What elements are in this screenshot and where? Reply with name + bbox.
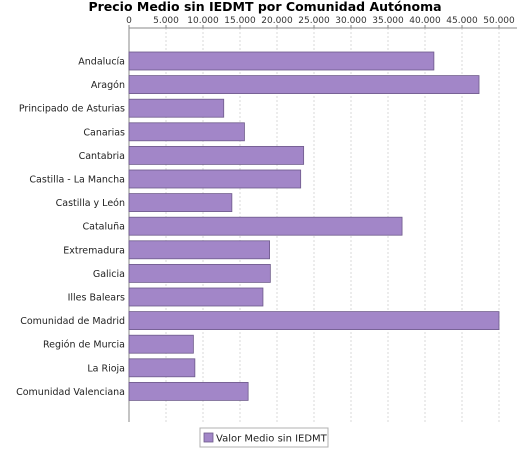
category-label: Castilla y León bbox=[56, 198, 125, 209]
x-tick-label: 25.000 bbox=[298, 16, 330, 26]
x-tick-label: 40.000 bbox=[409, 16, 441, 26]
x-tick-label: 45.000 bbox=[446, 16, 478, 26]
category-label: Illes Balears bbox=[68, 293, 125, 304]
legend: Valor Medio sin IEDMT bbox=[199, 427, 329, 448]
category-label: Andalucía bbox=[78, 57, 125, 68]
x-tick-label: 15.000 bbox=[224, 16, 256, 26]
category-label: Aragón bbox=[91, 80, 125, 91]
bar bbox=[128, 216, 403, 236]
category-labels: Andalucía Aragón Principado de Asturias Can… bbox=[16, 57, 125, 398]
x-tick-label: 10.000 bbox=[187, 16, 219, 26]
bar bbox=[128, 169, 302, 189]
category-label: Comunidad Valenciana bbox=[16, 387, 125, 398]
bar bbox=[128, 287, 264, 307]
bars bbox=[128, 51, 500, 401]
legend-label: Valor Medio sin IEDMT bbox=[216, 434, 328, 445]
category-label: Extremadura bbox=[63, 245, 125, 256]
x-tick-label: 20.000 bbox=[261, 16, 293, 26]
x-tick-label: 5.000 bbox=[153, 16, 179, 26]
x-tick-label: 35.000 bbox=[372, 16, 404, 26]
category-label: Galicia bbox=[93, 269, 125, 280]
category-label: Cantabria bbox=[79, 151, 125, 162]
x-tick-label: 50.000 bbox=[483, 16, 515, 26]
legend-swatch bbox=[203, 432, 214, 443]
chart-title: Precio Medio sin IEDMT por Comunidad Aut… bbox=[88, 0, 441, 14]
legend-box bbox=[199, 427, 329, 448]
category-label: Castilla - La Mancha bbox=[29, 175, 125, 186]
bar bbox=[128, 334, 194, 354]
bar bbox=[128, 240, 271, 260]
bar bbox=[128, 358, 196, 378]
category-label: La Rioja bbox=[87, 363, 125, 374]
bar bbox=[128, 122, 245, 142]
bar bbox=[128, 51, 435, 71]
bar bbox=[128, 145, 305, 165]
bar bbox=[128, 311, 500, 331]
x-tick-label: 0 bbox=[126, 16, 132, 26]
category-label: Región de Murcia bbox=[43, 340, 125, 351]
bar bbox=[128, 75, 480, 94]
bar bbox=[128, 98, 225, 118]
category-label: Canarias bbox=[83, 127, 125, 138]
x-axis-ticks: 0 5.000 10.000 15.000 20.000 25.000 30.000 35.0… bbox=[126, 16, 515, 28]
bar bbox=[128, 263, 271, 283]
x-tick-label: 30.000 bbox=[335, 16, 367, 26]
category-label: Principado de Asturias bbox=[19, 104, 125, 115]
category-label: Comunidad de Madrid bbox=[20, 316, 125, 327]
bar bbox=[128, 381, 249, 401]
bar bbox=[128, 193, 233, 213]
category-label: Cataluña bbox=[82, 222, 125, 233]
